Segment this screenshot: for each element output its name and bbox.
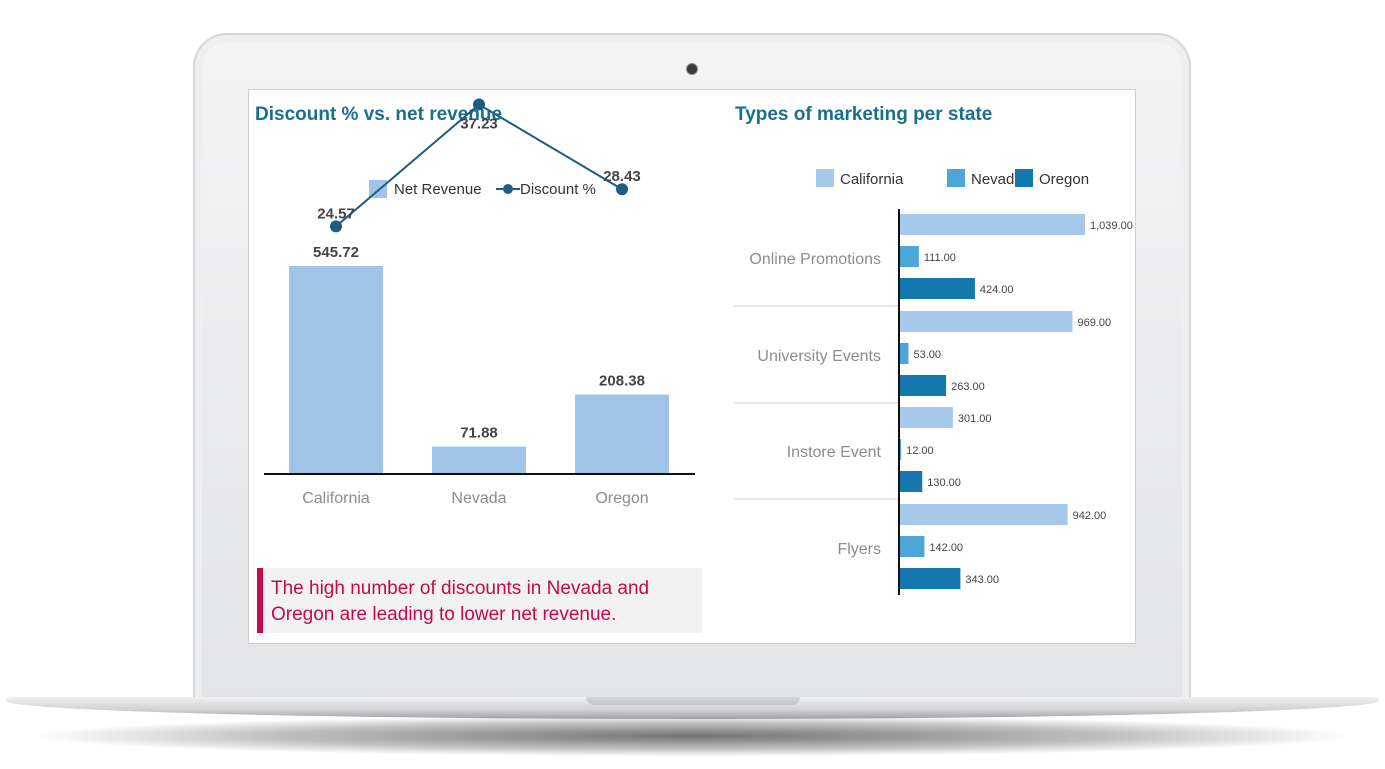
- legend-swatch-oregon: [1015, 169, 1033, 187]
- bar-value-label: 263.00: [951, 381, 985, 393]
- bar-oregon: [899, 375, 947, 396]
- legend: California Nevada Oregon: [816, 169, 1089, 188]
- bar-oregon: [899, 568, 961, 589]
- marketing-types-chart: California Nevada Oregon Online Promotions 1…: [734, 169, 1133, 595]
- bar-value-label: 343.00: [965, 574, 999, 586]
- dashboard-screen: Discount % vs. net revenue Net Revenue Di…: [248, 89, 1136, 644]
- laptop-notch: [586, 697, 800, 705]
- line-point-discount: [330, 220, 342, 233]
- bar-value-label: 545.72: [313, 244, 359, 261]
- y-category-label: University Events: [757, 348, 881, 365]
- legend-label-california: California: [840, 171, 904, 188]
- legend-swatch-california: [816, 169, 834, 187]
- bar-oregon: [899, 278, 975, 299]
- bar-california: [899, 214, 1085, 235]
- legend-label-net-revenue: Net Revenue: [394, 181, 482, 198]
- line-value-label: 37.23: [460, 116, 498, 133]
- bar-california: [899, 407, 953, 428]
- line-point-discount: [616, 183, 628, 196]
- bar-net-revenue: [289, 266, 383, 474]
- laptop-shadow: [40, 716, 1345, 756]
- bar-oregon: [899, 471, 923, 492]
- x-tick-label: Nevada: [451, 490, 506, 507]
- legend-swatch-nevada: [947, 169, 965, 187]
- x-tick-label: California: [302, 490, 370, 507]
- bar-value-label: 130.00: [927, 477, 961, 489]
- insight-callout-text: The high number of discounts in Nevada a…: [271, 578, 650, 625]
- bar-value-label: 942.00: [1073, 510, 1107, 522]
- bar-value-label: 969.00: [1077, 317, 1111, 329]
- bar-value-label: 12.00: [906, 445, 934, 457]
- insight-callout: The high number of discounts in Nevada a…: [257, 568, 702, 633]
- legend-label-discount: Discount %: [520, 181, 596, 198]
- y-category-label: Flyers: [837, 541, 881, 558]
- legend: Net Revenue Discount %: [369, 180, 596, 198]
- bar-nevada: [899, 343, 909, 364]
- x-tick-label: Oregon: [595, 490, 648, 507]
- legend-label-oregon: Oregon: [1039, 171, 1089, 188]
- laptop-base: [6, 697, 1379, 719]
- webcam-icon: [687, 64, 697, 74]
- bar-nevada: [899, 246, 919, 267]
- bar-nevada: [899, 439, 902, 460]
- bar-value-label: 208.38: [599, 373, 645, 390]
- bar-net-revenue: [432, 446, 526, 474]
- bar-value-label: 142.00: [929, 542, 963, 554]
- bar-california: [899, 504, 1068, 525]
- discount-revenue-chart: Net Revenue Discount % 545.72 California 71.…: [264, 98, 695, 507]
- bar-value-label: 53.00: [913, 349, 941, 361]
- chart-title-marketing-types: Types of marketing per state: [735, 104, 993, 125]
- bar-value-label: 301.00: [958, 413, 992, 425]
- y-category-label: Instore Event: [787, 444, 882, 461]
- chart-title-discount-revenue: Discount % vs. net revenue: [255, 104, 503, 125]
- y-category-label: Online Promotions: [749, 251, 881, 268]
- bar-net-revenue: [575, 394, 669, 474]
- bar-value-label: 424.00: [980, 284, 1014, 296]
- bar-value-label: 1,039.00: [1090, 220, 1133, 232]
- line-point-discount: [473, 98, 485, 111]
- bar-value-label: 71.88: [460, 425, 498, 442]
- line-value-label: 24.57: [317, 205, 355, 222]
- bar-california: [899, 311, 1073, 332]
- legend-marker-discount: [503, 184, 513, 194]
- bar-value-label: 111.00: [924, 252, 956, 264]
- legend-label-nevada: Nevada: [971, 171, 1023, 188]
- bar-nevada: [899, 536, 925, 557]
- line-value-label: 28.43: [603, 168, 641, 185]
